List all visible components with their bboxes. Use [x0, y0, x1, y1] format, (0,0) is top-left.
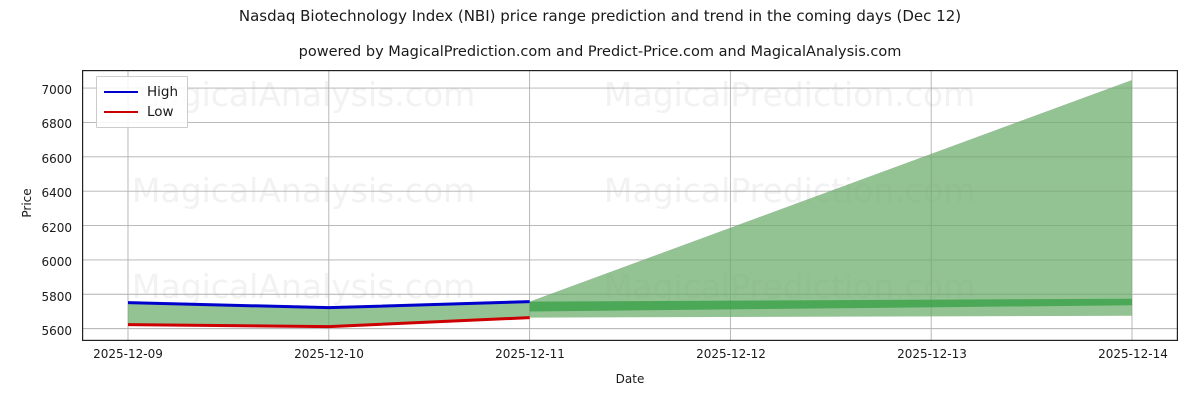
x-tick-label: 2025-12-11 [495, 347, 565, 361]
legend-label-high: High [147, 84, 179, 100]
legend-swatch-low [104, 111, 138, 113]
series-line-low [127, 316, 530, 329]
plot-area: MagicalAnalysis.com MagicalPrediction.com… [82, 70, 1178, 341]
plot-frame [82, 70, 1178, 341]
y-tick-label: 6400 [41, 186, 72, 200]
historical-range-band [128, 301, 530, 327]
chart-title: Nasdaq Biotechnology Index (NBI) price r… [238, 7, 962, 25]
x-tick-label: 2025-12-13 [897, 347, 967, 361]
x-tick-label: 2025-12-12 [696, 347, 766, 361]
chart-legend: High Low [96, 76, 189, 128]
x-tick-label: 2025-12-09 [93, 347, 163, 361]
x-tick-label: 2025-12-10 [294, 347, 364, 361]
x-axis-label: Date [615, 372, 645, 386]
chart-subtitle: powered by MagicalPrediction.com and Pre… [298, 44, 902, 60]
y-tick-label: 5600 [41, 324, 72, 338]
legend-item-high: High [104, 82, 178, 102]
legend-label-low: Low [147, 104, 174, 120]
series-line-high [127, 300, 530, 310]
x-tick-label: 2025-12-14 [1098, 347, 1168, 361]
y-tick-label: 6200 [41, 221, 72, 235]
watermark-text: MagicalAnalysis.com [132, 171, 475, 210]
series-layer [127, 300, 530, 329]
y-tick-label: 5800 [41, 290, 72, 304]
band-layer [128, 79, 1132, 327]
y-tick-label: 6800 [41, 117, 72, 131]
plot-svg: MagicalAnalysis.com MagicalPrediction.com… [82, 70, 1178, 341]
legend-item-low: Low [104, 102, 178, 122]
forecast-cone-outer [529, 79, 1132, 318]
watermark-text: MagicalAnalysis.com [132, 75, 475, 114]
y-tick-label: 6600 [41, 152, 72, 166]
watermark-text: MagicalAnalysis.com [132, 267, 475, 306]
y-axis-label: Price [20, 188, 34, 218]
forecast-cone-inner [529, 298, 1132, 312]
legend-swatch-high [104, 91, 138, 93]
y-tick-label: 6000 [41, 255, 72, 269]
y-tick-label: 7000 [41, 83, 72, 97]
watermark-text: MagicalPrediction.com [604, 75, 975, 114]
